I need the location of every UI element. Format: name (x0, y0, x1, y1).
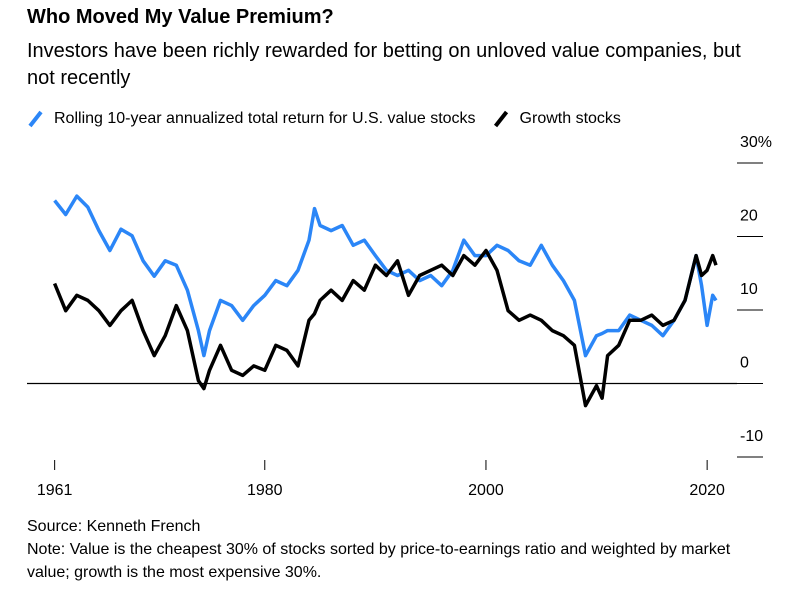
x-tick-label: 1980 (247, 482, 283, 499)
legend-label: Rolling 10-year annualized total return … (54, 110, 476, 127)
y-tick-label: -10 (740, 428, 763, 445)
series-line (52, 248, 718, 408)
legend-swatch (493, 110, 509, 128)
x-tick-label: 2020 (689, 482, 725, 499)
legend-label: Growth stocks (520, 110, 621, 127)
y-tick-label: 20 (740, 208, 758, 225)
x-tick-label: 1961 (37, 482, 73, 499)
y-tick-label: 10 (740, 281, 758, 298)
y-tick-label: 0 (740, 355, 749, 372)
legend-swatch (28, 110, 43, 128)
source: Source: Kenneth French (27, 518, 201, 535)
note: Note: Value is the cheapest 30% of stock… (27, 541, 731, 581)
y-tick-label: 30% (740, 134, 772, 151)
x-tick-label: 2000 (468, 482, 504, 499)
chart-title: Who Moved My Value Premium? (27, 6, 334, 28)
series-line (53, 194, 718, 358)
chart-subtitle: Investors have been richly rewarded for … (27, 40, 741, 89)
